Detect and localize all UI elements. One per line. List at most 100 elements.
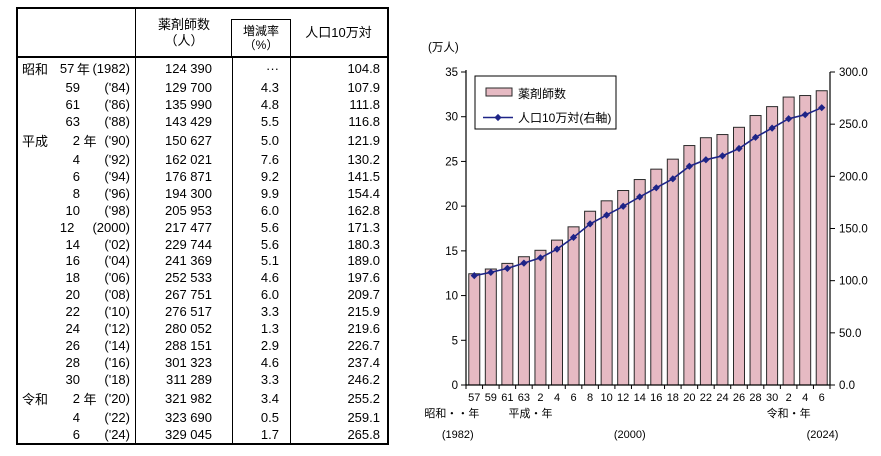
year-cell: 30 ('18) <box>18 371 135 388</box>
western-year: ('86) <box>104 96 130 112</box>
table-row: 6 ('94) 176 871 9.2 141.5 <box>18 167 387 185</box>
per100k-cell: 237.4 <box>290 354 387 372</box>
per100k-cell: 209.7 <box>290 286 387 304</box>
year-cell: 12 (2000) <box>18 219 135 236</box>
svg-text:14: 14 <box>634 392 646 404</box>
western-year: ('18) <box>104 372 130 388</box>
table-row: 24 ('12) 280 052 1.3 219.6 <box>18 320 387 338</box>
western-year: ('24) <box>104 426 130 442</box>
western-year: ('12) <box>104 321 130 337</box>
per-100k-header-line1: 人口10万対 <box>305 24 372 40</box>
count-cell: 162 021 <box>135 150 232 168</box>
year-number: 4 <box>72 151 80 167</box>
bar <box>749 115 762 386</box>
count-cell: 135 990 <box>135 95 232 113</box>
svg-text:61: 61 <box>501 392 513 404</box>
svg-text:300.0: 300.0 <box>839 67 868 79</box>
svg-text:4: 4 <box>554 392 560 404</box>
western-year: (1982) <box>92 60 131 76</box>
year-cell: 14 ('02) <box>18 236 135 253</box>
svg-text:63: 63 <box>518 392 530 404</box>
table-row: 令和 2 年 ('20) 321 982 3.4 255.2 <box>18 388 387 410</box>
western-year: ('88) <box>104 113 130 129</box>
table-row: 16 ('04) 241 369 5.1 189.0 <box>18 252 387 270</box>
year-cell: 22 ('10) <box>18 303 135 320</box>
bar <box>584 210 597 386</box>
bar <box>617 190 630 386</box>
rate-cell: 5.0 <box>232 129 290 151</box>
count-cell: 205 953 <box>135 201 232 219</box>
per100k-cell: 265.8 <box>290 426 387 443</box>
year-number: 63 <box>65 113 80 129</box>
year-cell: 6 ('94) <box>18 168 135 185</box>
pharmacists-count-header-line1: 薬剤師数 <box>157 16 210 32</box>
bar <box>733 126 745 386</box>
year-cell: 8 ('96) <box>18 185 135 202</box>
bar <box>567 226 580 386</box>
bar <box>766 106 779 386</box>
year-number: 26 <box>65 338 80 354</box>
era-label: 令和 <box>22 392 49 408</box>
svg-text:4: 4 <box>802 392 808 404</box>
line-marker <box>685 162 693 170</box>
line-marker <box>536 254 545 262</box>
line-marker <box>702 156 710 164</box>
table-row: 30 ('18) 311 289 3.3 246.2 <box>18 371 387 389</box>
year-cell: 24 ('12) <box>18 320 135 337</box>
per-100k-header: 人口10万対 <box>290 9 387 56</box>
table-row: 6 ('24) 329 045 1.7 265.8 <box>18 426 387 443</box>
svg-text:0: 0 <box>452 380 458 392</box>
rate-cell: 1.7 <box>232 426 290 443</box>
rate-cell: 4.6 <box>232 354 290 372</box>
count-cell: 194 300 <box>135 184 232 202</box>
svg-text:50.0: 50.0 <box>839 328 861 340</box>
year-number: 6 <box>72 168 80 184</box>
table-row: 昭和 57 年 (1982) 124 390 ··· 104.8 <box>18 58 387 79</box>
western-year: ('04) <box>104 253 130 269</box>
svg-text:35: 35 <box>445 67 458 79</box>
count-cell: 252 533 <box>135 269 232 287</box>
per100k-cell: 215.9 <box>290 303 387 321</box>
change-rate-header: 増減率 （%） <box>231 9 291 56</box>
year-cell: 59 ('84) <box>18 79 135 96</box>
svg-text:2: 2 <box>537 392 543 404</box>
per100k-cell: 111.8 <box>290 95 387 113</box>
western-year: ('08) <box>104 287 130 303</box>
year-cell: 6 ('24) <box>18 426 135 443</box>
count-cell: 129 700 <box>135 78 232 96</box>
svg-text:15: 15 <box>445 246 458 258</box>
line-marker <box>603 211 611 219</box>
per100k-cell: 116.8 <box>290 112 387 130</box>
era-label: (2000) <box>614 429 646 441</box>
chart-svg: (万人)051015202530350.050.0100.0150.0200.0… <box>424 41 868 441</box>
count-cell: 301 323 <box>135 354 232 372</box>
bar <box>551 239 563 386</box>
svg-text:5: 5 <box>452 335 458 347</box>
line-marker <box>768 124 776 132</box>
svg-text:10: 10 <box>601 392 613 404</box>
year-number: 24 <box>65 321 80 337</box>
year-cell: 令和 2 年 ('20) <box>18 388 135 409</box>
year-number: 2 <box>72 391 80 407</box>
legend-line-label: 人口10万対(右軸) <box>518 110 611 125</box>
year-number: 57 <box>59 60 75 76</box>
year-cell: 平成 2 年 ('90) <box>18 130 135 151</box>
svg-text:30: 30 <box>766 392 778 404</box>
bar <box>517 256 530 386</box>
era-label: 昭和・・年 <box>424 406 479 420</box>
per100k-cell: 246.2 <box>290 371 387 389</box>
bar <box>633 179 646 386</box>
line-marker <box>718 152 727 160</box>
bar <box>815 90 828 386</box>
count-cell: 311 289 <box>135 371 232 389</box>
rate-cell: 0.5 <box>232 409 290 427</box>
year-cell: 61 ('86) <box>18 96 135 113</box>
svg-text:57: 57 <box>468 392 480 404</box>
year-number: 10 <box>65 202 80 218</box>
line-marker <box>801 111 809 119</box>
count-cell: 150 627 <box>135 129 232 151</box>
year-unit: 年 <box>76 61 90 77</box>
bar <box>501 262 514 386</box>
count-cell: 321 982 <box>135 388 232 410</box>
era-label: 昭和 <box>22 61 49 77</box>
